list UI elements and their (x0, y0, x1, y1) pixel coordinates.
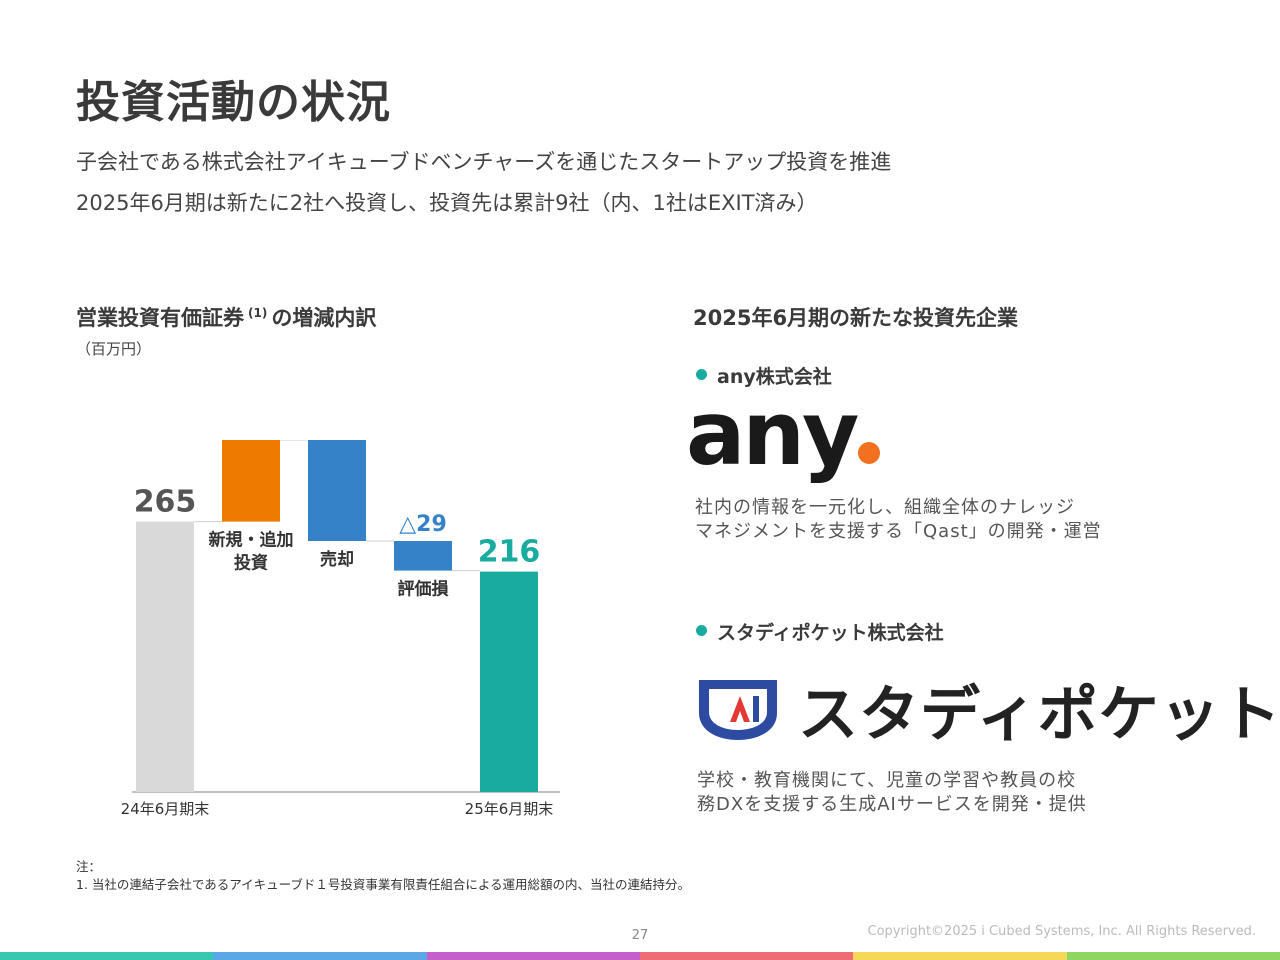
company-any-header: any株式会社 (696, 362, 832, 389)
category-label: 売却 (320, 549, 354, 570)
studypocket-logo: スタディポケット (696, 666, 1280, 753)
footnote-header: 注： (76, 859, 102, 874)
footnote-marker: (1) (248, 306, 268, 320)
any-logo-dot-icon (858, 442, 881, 464)
footer-color-bar (0, 952, 1280, 960)
category-label: 新規・追加 (209, 530, 294, 551)
footer-color-segment (426, 952, 640, 960)
waterfall-bar (308, 440, 366, 542)
company-studypocket-description: 学校・教育機関にて、児童の学習や教員の校 務DXを支援する生成AIサービスを開発… (697, 770, 1087, 815)
any-logo-text: any (686, 382, 859, 485)
waterfall-bar (136, 521, 194, 792)
x-tick-label: 25年6月期末 (465, 800, 554, 818)
investee-section-title: 2025年6月期の新たな投資先企業 (693, 306, 1019, 330)
waterfall-bar (222, 440, 280, 522)
x-tick-label: 24年6月期末 (121, 800, 210, 818)
any-logo: any (686, 390, 881, 478)
footer-color-segment (0, 952, 214, 960)
value-label: 216 (478, 535, 541, 570)
value-label: 265 (134, 485, 197, 520)
footer-color-segment (853, 952, 1067, 960)
footer-color-segment (639, 952, 854, 960)
company-studypocket-header: スタディポケット株式会社 (696, 618, 944, 645)
copyright: Copyright©2025 i Cubed Systems, Inc. All… (867, 924, 1256, 939)
company-any-name: any株式会社 (717, 366, 832, 388)
subtitle-line-2: 2025年6月期は新たに2社へ投資し、投資先は累計9社（内、1社はEXIT済み） (76, 191, 818, 215)
footer-color-segment (213, 952, 427, 960)
company-any-description: 社内の情報を一元化し、組織全体のナレッジ マネジメントを支援する「Qast」の開… (695, 497, 1102, 542)
chart-section-title: 営業投資有価証券 (1) の増減内訳 (76, 302, 376, 332)
waterfall-chart: 26524年6月期末＋80新規・追加投資△99売却△29評価損21625年6月期… (121, 440, 560, 818)
company-studypocket-name: スタディポケット株式会社 (717, 622, 944, 644)
value-label: △29 (399, 512, 447, 537)
footer-color-segment (1066, 952, 1280, 960)
subtitle-line-1: 子会社である株式会社アイキューブドベンチャーズを通じたスタートアップ投資を推進 (76, 150, 892, 174)
category-label: 投資 (234, 553, 268, 574)
bullet-dot-icon (696, 625, 707, 636)
chart-unit-label: （百万円） (76, 340, 152, 358)
page-title: 投資活動の状況 (76, 77, 391, 128)
chart-section-title-main: 営業投資有価証券 (76, 306, 244, 330)
bullet-dot-icon (696, 369, 707, 380)
studypocket-logo-text: スタディポケット (798, 680, 1280, 750)
chart-section-title-suffix: の増減内訳 (271, 306, 377, 330)
page-number: 27 (631, 928, 649, 943)
footnotes: 注： 1. 当社の連結子会社であるアイキューブド１号投資事業有限責任組合による運… (76, 858, 690, 894)
studypocket-emblem-icon (699, 679, 777, 740)
category-label: 評価損 (398, 579, 450, 600)
waterfall-bar (394, 541, 452, 571)
footnote-item: 1. 当社の連結子会社であるアイキューブド１号投資事業有限責任組合による運用総額… (76, 877, 691, 892)
waterfall-bar (480, 571, 538, 792)
